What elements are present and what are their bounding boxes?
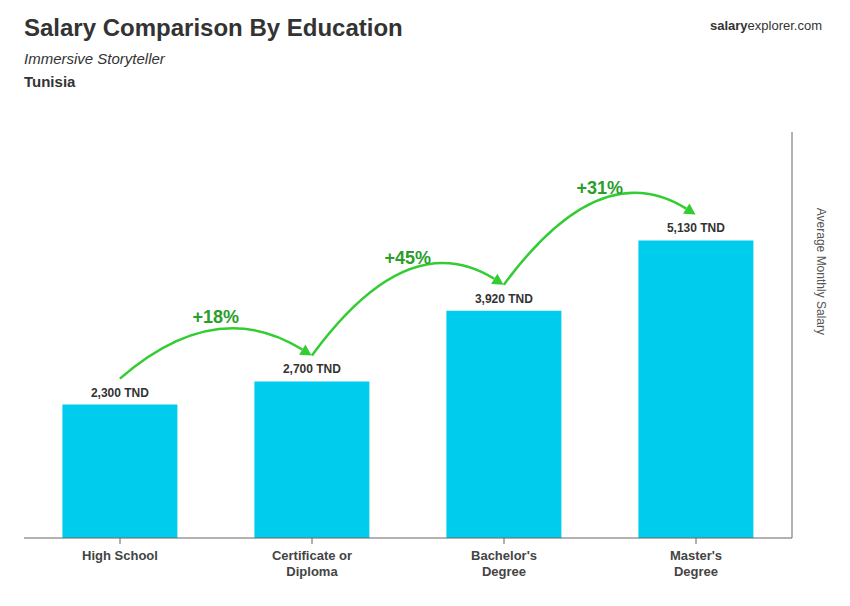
svg-text:Bachelor'sDegree: Bachelor'sDegree <box>471 548 537 579</box>
svg-text:+45%: +45% <box>384 248 431 268</box>
svg-text:Master'sDegree: Master'sDegree <box>670 548 722 579</box>
svg-text:2,300 TND: 2,300 TND <box>91 386 149 400</box>
html-text:Immersive Storyteller: Immersive Storyteller <box>24 50 165 67</box>
svg-text:5,130 TND: 5,130 TND <box>667 221 725 235</box>
html-text:salary explorer.com: salary explorer.com <box>710 18 822 33</box>
svg-text:3,920 TND: 3,920 TND <box>475 292 533 306</box>
svg-text:Average Monthly Salary: Average Monthly Salary <box>814 208 828 335</box>
svg-text:+31%: +31% <box>576 178 623 198</box>
svg-text:2,700 TND: 2,700 TND <box>283 362 341 376</box>
svg-text:+18%: +18% <box>192 307 239 327</box>
svg-text:Certificate orDiploma: Certificate orDiploma <box>272 548 352 579</box>
svg-text:High School: High School <box>82 548 158 563</box>
html-text:Tunisia: Tunisia <box>24 73 76 90</box>
html-text:Salary Comparison By Education: Salary Comparison By Education <box>24 14 403 41</box>
